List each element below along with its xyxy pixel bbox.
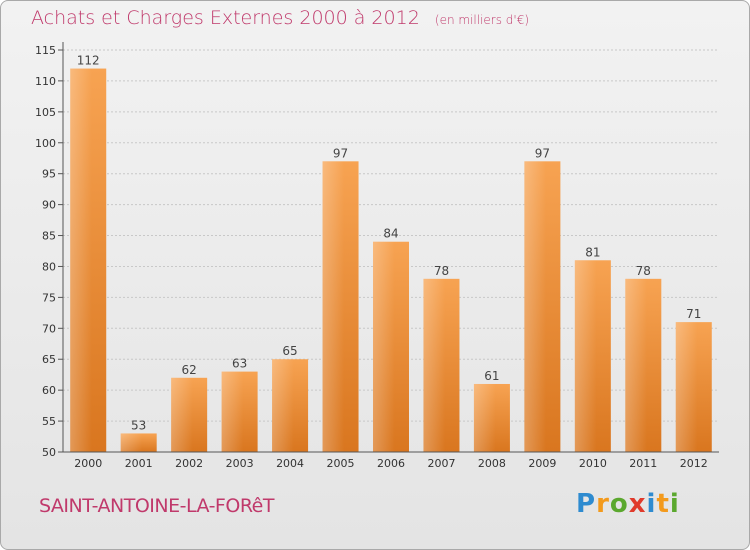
axis-layer: 50 55 60 65 70 75 80 85 90 95 100 105 110 115 2000 2001…: [35, 42, 719, 470]
chart-title-block: Achats et Charges Externes 2000 à 2012 (…: [31, 7, 529, 29]
y-tick-label: 80: [42, 260, 56, 273]
data-label: 61: [484, 369, 499, 383]
x-tick-label: 2009: [528, 457, 556, 470]
proxiti-logo: Proxiti: [576, 489, 680, 519]
logo-letter: o: [609, 489, 629, 519]
data-label: 71: [686, 307, 701, 321]
y-tick-label: 55: [42, 415, 56, 428]
y-tick-label: 85: [42, 230, 56, 243]
logo-letter: i: [646, 489, 657, 519]
x-tick-label: 2007: [427, 457, 455, 470]
y-tick-label: 65: [42, 353, 56, 366]
y-tick-label: 90: [42, 199, 56, 212]
bar-shine: [70, 68, 107, 453]
x-tick-label: 2005: [327, 457, 355, 470]
bar-shine: [120, 433, 157, 452]
logo-letter: i: [669, 489, 680, 519]
data-label: 62: [182, 363, 197, 377]
chart-unit: (en milliers d'€): [434, 13, 530, 27]
data-label: 78: [434, 264, 449, 278]
bar-shine: [171, 377, 208, 452]
x-tick-label: 2006: [377, 457, 405, 470]
data-label: 65: [282, 344, 297, 358]
y-tick-label: 50: [42, 446, 56, 459]
logo-letter: t: [656, 489, 670, 519]
x-tick-label: 2008: [478, 457, 506, 470]
logo-letter: x: [628, 489, 647, 519]
y-tick-label: 100: [35, 137, 56, 150]
bar-shine: [524, 161, 561, 453]
x-tick-label: 2012: [680, 457, 708, 470]
bar-shine: [272, 359, 309, 452]
y-tick-label: 70: [42, 322, 56, 335]
bar-shine: [423, 278, 460, 452]
x-tick-label: 2004: [276, 457, 304, 470]
bar-shine: [322, 161, 359, 453]
bar-shine: [675, 322, 712, 452]
bar-shine: [625, 278, 662, 452]
bar-shine: [373, 241, 409, 452]
x-tick-label: 2003: [226, 457, 254, 470]
y-tick-label: 95: [42, 168, 56, 181]
data-label: 84: [383, 227, 398, 241]
logo-letter: r: [596, 489, 610, 519]
data-label: 78: [636, 264, 651, 278]
bar-shine: [574, 260, 611, 452]
data-label: 53: [131, 418, 146, 432]
data-label: 81: [585, 245, 600, 259]
chart-title: Achats et Charges Externes 2000 à 2012: [31, 7, 420, 29]
data-label: 97: [333, 146, 348, 160]
y-tick-label: 60: [42, 384, 56, 397]
x-tick-label: 2000: [74, 457, 102, 470]
place-name: SAINT-ANTOINE-LA-FORêT: [39, 495, 274, 517]
x-tick-label: 2011: [629, 457, 657, 470]
bar-shine: [473, 383, 510, 452]
y-tick-label: 105: [35, 106, 56, 119]
data-label: 97: [535, 146, 550, 160]
y-tick-label: 75: [42, 291, 56, 304]
y-tick-label: 115: [35, 44, 56, 57]
x-tick-label: 2010: [579, 457, 607, 470]
logo-letter: P: [576, 489, 597, 519]
bars-layer: 112 53 62 63 65 97 84 78 61 97 81 78 71: [70, 54, 712, 453]
bar-shine: [221, 371, 258, 452]
x-tick-label: 2002: [175, 457, 203, 470]
y-tick-label: 110: [35, 75, 56, 88]
data-label: 112: [77, 54, 100, 68]
x-tick-label: 2001: [125, 457, 153, 470]
data-label: 63: [232, 357, 247, 371]
